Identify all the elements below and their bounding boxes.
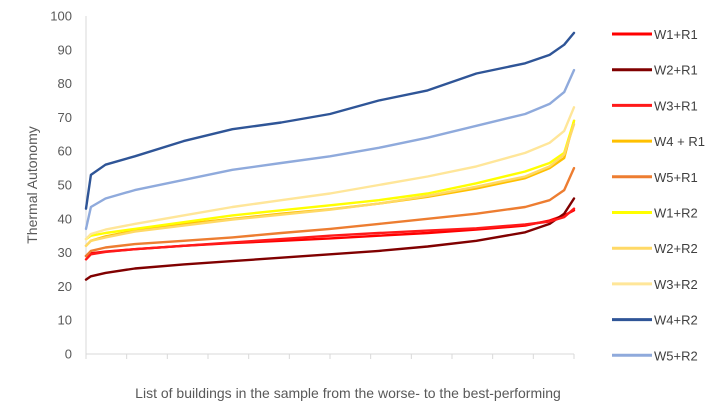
y-tick-label: 100 xyxy=(50,9,72,24)
legend: W1+R1 W2+R1 W3+R1 W4 + R1 W5+R1 W1+R2 W2+R2 W3+… xyxy=(612,27,705,363)
y-tick-label: 20 xyxy=(58,279,72,294)
series-line xyxy=(84,197,576,281)
legend-label: W3+R1 xyxy=(654,98,698,113)
series-line xyxy=(84,119,576,241)
y-tick-label: 30 xyxy=(58,245,72,260)
legend-label: W2+R1 xyxy=(654,63,698,78)
series-line xyxy=(84,209,576,258)
legend-label: W4+R2 xyxy=(654,313,698,328)
series-lines xyxy=(84,31,576,281)
y-tick-label: 50 xyxy=(58,178,72,193)
y-tick-label: 10 xyxy=(58,313,72,328)
legend-label: W5+R1 xyxy=(654,170,698,185)
legend-label: W4 + R1 xyxy=(654,134,705,149)
legend-label: W5+R2 xyxy=(654,348,698,363)
y-axis-title: Thermal Autonomy xyxy=(24,126,40,244)
legend-label: W1+R1 xyxy=(654,27,698,42)
legend-label: W2+R2 xyxy=(654,241,698,256)
legend-label: W1+R2 xyxy=(654,206,698,221)
y-tick-label: 0 xyxy=(65,347,72,362)
y-tick-label: 60 xyxy=(58,144,72,159)
legend-label: W3+R2 xyxy=(654,277,698,292)
y-axis-ticks: 0 10 20 30 40 50 60 70 80 90 100 xyxy=(50,9,72,362)
series-line xyxy=(84,31,576,210)
x-axis-title: List of buildings in the sample from the… xyxy=(135,385,561,401)
x-axis-ticks xyxy=(85,354,575,359)
series-line xyxy=(84,106,576,241)
y-tick-label: 40 xyxy=(58,211,72,226)
y-tick-label: 70 xyxy=(58,110,72,125)
y-tick-label: 90 xyxy=(58,42,72,57)
series-line xyxy=(84,68,576,231)
series-line xyxy=(84,166,576,258)
series-line xyxy=(84,122,576,248)
series-line xyxy=(84,207,576,261)
y-tick-label: 80 xyxy=(58,76,72,91)
